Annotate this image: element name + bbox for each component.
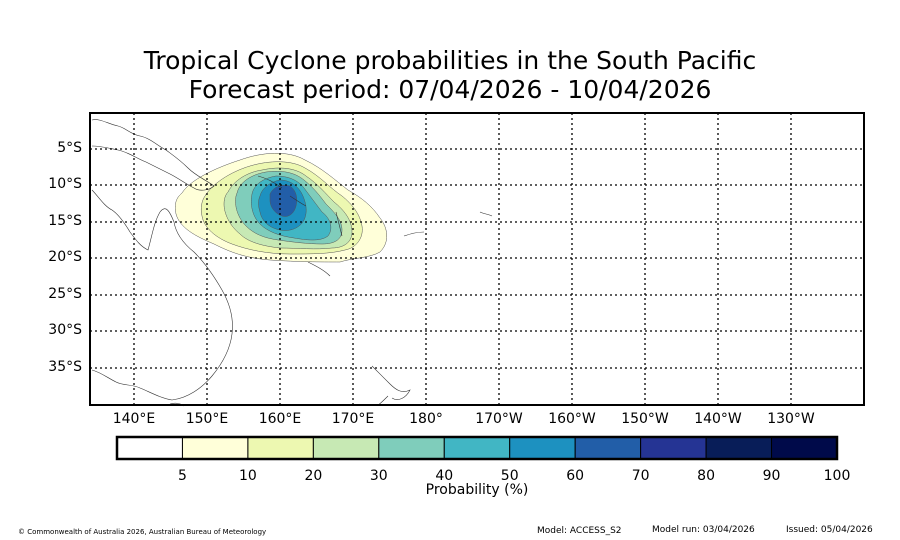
longitude-label: 140°E bbox=[112, 411, 156, 427]
colorbar-segment bbox=[312, 436, 380, 460]
latitude-label: 35°S bbox=[48, 359, 82, 375]
colorbar-segment bbox=[640, 436, 707, 460]
coast-new-zealand-south bbox=[377, 395, 389, 406]
longitude-label: 130°W bbox=[767, 411, 815, 427]
colorbar-segment bbox=[181, 436, 249, 460]
longitude-label: 160°E bbox=[258, 411, 302, 427]
colorbar-tick-label: 60 bbox=[566, 468, 585, 484]
colorbar-tick-label: 30 bbox=[369, 468, 388, 484]
colorbar-tick-label: 100 bbox=[823, 468, 851, 484]
colorbar-tick-label: 5 bbox=[177, 468, 187, 484]
model-name: Model: ACCESS_S2 bbox=[537, 526, 622, 536]
model-run-date: Model run: 03/04/2026 bbox=[652, 525, 755, 535]
colorbar-tick-label: 20 bbox=[304, 468, 323, 484]
latitude-label: 5°S bbox=[57, 140, 82, 156]
colorbar-label: Probability (%) bbox=[425, 482, 529, 498]
coast-new-caledonia bbox=[307, 261, 331, 277]
coast-new-guinea bbox=[91, 119, 215, 191]
colorbar-segment bbox=[509, 436, 576, 460]
colorbar-tick-label: 90 bbox=[762, 468, 781, 484]
longitude-label: 140°W bbox=[694, 411, 742, 427]
longitude-label: 150°W bbox=[621, 411, 669, 427]
contour-70pct bbox=[269, 185, 297, 217]
longitude-label: 160°W bbox=[548, 411, 596, 427]
colorbar-tick-label: 50 bbox=[500, 468, 519, 484]
chart-title-line2: Forecast period: 07/04/2026 - 10/04/2026 bbox=[188, 75, 712, 104]
copyright-text: © Commonwealth of Australia 2026, Austra… bbox=[18, 528, 267, 536]
map-frame bbox=[89, 112, 865, 406]
chart-title-line1: Tropical Cyclone probabilities in the So… bbox=[143, 46, 757, 75]
latitude-label: 30°S bbox=[48, 322, 82, 338]
coast-kiribati bbox=[479, 211, 493, 217]
colorbar-segment bbox=[443, 436, 511, 460]
colorbar-segment bbox=[116, 436, 183, 460]
colorbar-segment bbox=[378, 436, 445, 460]
coast-australia bbox=[91, 189, 233, 401]
longitude-label: 170°E bbox=[331, 411, 375, 427]
colorbar-segment bbox=[574, 436, 642, 460]
issued-date: Issued: 05/04/2026 bbox=[786, 525, 873, 535]
gridlines bbox=[90, 113, 864, 405]
longitude-label: 170°W bbox=[475, 411, 523, 427]
coast-fiji bbox=[403, 231, 425, 237]
coast-vanuatu bbox=[335, 211, 343, 237]
colorbar-tick-label: 80 bbox=[697, 468, 715, 484]
longitude-label: 150°E bbox=[185, 411, 229, 427]
coast-solomon-islands bbox=[257, 175, 307, 207]
latitude-label: 20°S bbox=[48, 249, 82, 265]
colorbar bbox=[115, 435, 839, 461]
colorbar-tick-label: 70 bbox=[631, 468, 650, 484]
probability-contours bbox=[175, 153, 387, 263]
colorbar-segment bbox=[247, 436, 314, 460]
longitude-label: 180° bbox=[409, 411, 443, 427]
colorbar-segment bbox=[771, 436, 838, 460]
colorbar-tick-label: 40 bbox=[435, 468, 454, 484]
latitude-label: 25°S bbox=[48, 286, 82, 302]
colorbar-segment bbox=[705, 436, 773, 460]
latitude-label: 10°S bbox=[48, 176, 82, 192]
coast-new-zealand-north bbox=[371, 365, 411, 400]
colorbar-tick-label: 10 bbox=[238, 468, 257, 484]
latitude-label: 15°S bbox=[48, 213, 82, 229]
colorbar-frame bbox=[115, 435, 839, 461]
